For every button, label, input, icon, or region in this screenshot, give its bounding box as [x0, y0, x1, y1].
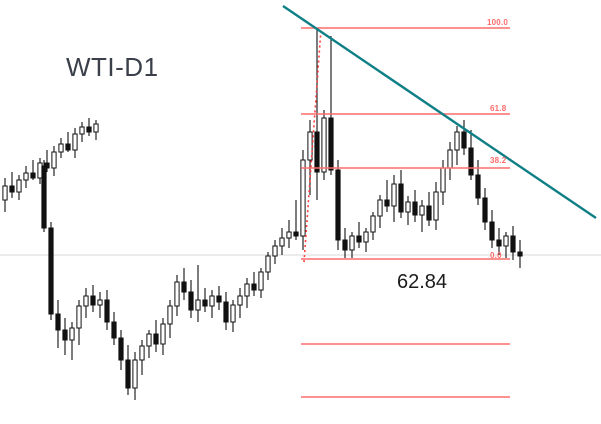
candlestick[interactable]	[251, 272, 257, 296]
candlestick[interactable]	[237, 288, 243, 318]
chart-title: WTI-D1	[66, 52, 159, 82]
candlestick[interactable]	[153, 320, 159, 352]
candlestick[interactable]	[139, 340, 145, 375]
candlestick[interactable]	[2, 178, 8, 212]
candlestick[interactable]	[146, 330, 152, 358]
candlestick[interactable]	[223, 292, 229, 330]
candlestick[interactable]	[433, 182, 439, 230]
candlestick[interactable]	[90, 285, 96, 312]
candlestick[interactable]	[384, 180, 390, 212]
fibonacci-extension-lines[interactable]	[301, 343, 510, 398]
downtrend-resistance-line[interactable]	[282, 5, 597, 219]
candlestick[interactable]	[475, 160, 481, 205]
candlestick[interactable]	[265, 252, 271, 280]
candlestick[interactable]	[167, 300, 173, 338]
candlestick[interactable]	[300, 150, 306, 250]
candlestick[interactable]	[41, 160, 47, 232]
candlestick[interactable]	[132, 352, 138, 400]
candlestick[interactable]	[405, 196, 411, 225]
candlestick[interactable]	[412, 190, 418, 222]
candlestick[interactable]	[454, 126, 460, 165]
fib-level-label-61-8: 61.8	[490, 104, 507, 113]
candlestick[interactable]	[216, 286, 222, 310]
candlestick[interactable]	[496, 228, 502, 255]
candlestick[interactable]	[55, 300, 61, 348]
candlestick[interactable]	[293, 200, 299, 240]
candlestick[interactable]	[510, 226, 516, 260]
candlestick[interactable]	[482, 188, 488, 230]
price-annotation-label: 62.84	[397, 271, 448, 293]
fib-level-label-38-2: 38.2	[490, 156, 507, 165]
candlestick[interactable]	[363, 228, 369, 252]
candlestick[interactable]	[16, 175, 22, 200]
candlestick[interactable]	[69, 322, 75, 360]
candlestick[interactable]	[48, 222, 54, 320]
candlestick[interactable]	[51, 146, 57, 176]
candlestick[interactable]	[335, 160, 341, 250]
candlestick[interactable]	[272, 240, 278, 264]
candlestick[interactable]	[111, 312, 117, 345]
candlestick[interactable]	[23, 166, 29, 188]
candlestick[interactable]	[202, 288, 208, 312]
candlestick[interactable]	[356, 222, 362, 248]
candlestick[interactable]	[426, 192, 432, 226]
candlestick[interactable]	[258, 268, 264, 298]
candlestick[interactable]	[83, 288, 89, 318]
candlestick[interactable]	[461, 120, 467, 155]
candlestick[interactable]	[440, 160, 446, 205]
candlestick[interactable]	[314, 30, 320, 200]
candlestick[interactable]	[244, 278, 250, 308]
candlestick[interactable]	[62, 318, 68, 355]
candlestick[interactable]	[286, 220, 292, 248]
candlestick[interactable]	[125, 345, 131, 395]
candlestick[interactable]	[503, 232, 509, 258]
fib-level-label-0-0: 0.0	[490, 251, 502, 260]
candlestick[interactable]	[517, 240, 523, 268]
candlestick[interactable]	[104, 290, 110, 330]
candlestick[interactable]	[86, 118, 92, 136]
candlestick[interactable]	[321, 110, 327, 180]
candlestick[interactable]	[230, 300, 236, 332]
candlestick[interactable]	[174, 275, 180, 316]
candlestick[interactable]	[342, 228, 348, 258]
candlestick-series[interactable]	[2, 30, 523, 400]
fib-drag-line[interactable]	[303, 28, 322, 263]
fib-level-label-100: 100.0	[487, 18, 509, 27]
candlestick[interactable]	[93, 120, 99, 140]
candlestick[interactable]	[370, 212, 376, 240]
candlestick[interactable]	[58, 138, 64, 158]
candlestick[interactable]	[9, 172, 15, 198]
candlestick[interactable]	[349, 232, 355, 258]
candlestick[interactable]	[447, 142, 453, 180]
candlestick[interactable]	[76, 300, 82, 345]
candlestick[interactable]	[391, 175, 397, 222]
candlestick[interactable]	[97, 292, 103, 318]
candlestick[interactable]	[489, 210, 495, 248]
candlestick[interactable]	[419, 200, 425, 232]
candlestick[interactable]	[181, 268, 187, 300]
candlestick[interactable]	[307, 120, 313, 195]
candlestick[interactable]	[398, 170, 404, 218]
candlestick[interactable]	[188, 280, 194, 318]
candlestick[interactable]	[160, 318, 166, 355]
candlestick[interactable]	[195, 265, 201, 322]
candlestick[interactable]	[468, 130, 474, 180]
candlestick[interactable]	[279, 228, 285, 255]
candlestick[interactable]	[377, 195, 383, 228]
candlestick[interactable]	[209, 290, 215, 318]
fibonacci-retracement-lines[interactable]	[301, 27, 510, 260]
candlestick[interactable]	[118, 330, 124, 370]
candlestick[interactable]	[65, 132, 71, 152]
candlestick[interactable]	[72, 128, 78, 158]
candlestick[interactable]	[30, 160, 36, 180]
candlestick[interactable]	[79, 122, 85, 142]
candlestick[interactable]	[328, 36, 334, 175]
